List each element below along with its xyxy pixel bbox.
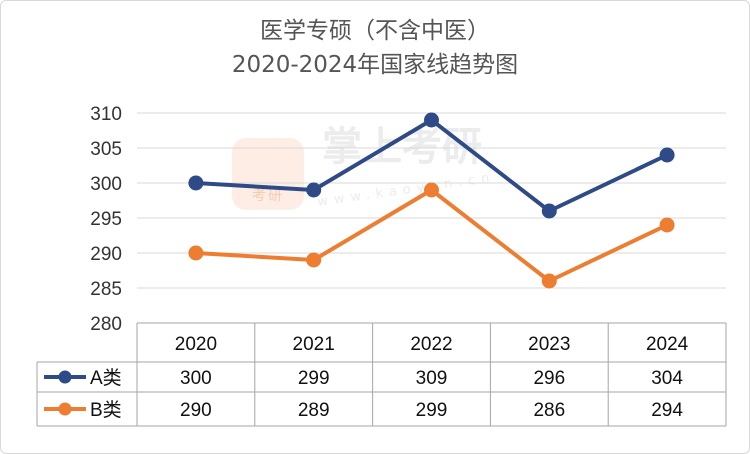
data-point-2 bbox=[541, 273, 557, 289]
x-category-label: 2024 bbox=[646, 334, 689, 355]
table-cell-value: 299 bbox=[298, 368, 330, 389]
chart-title-line1: 医学专硕（不含中医） bbox=[260, 18, 490, 44]
watermark: 考研 掌上考研 www.kaoyan.cn bbox=[232, 124, 496, 210]
y-tick-label: 295 bbox=[90, 209, 122, 230]
table-cell-value: 296 bbox=[533, 368, 565, 389]
data-point-2 bbox=[306, 252, 322, 268]
watermark-text: 掌上考研 bbox=[322, 124, 482, 170]
data-point-2 bbox=[659, 217, 675, 233]
watermark-badge-text: 考研 bbox=[252, 188, 284, 204]
legend-marker-1 bbox=[58, 370, 72, 384]
y-tick-label: 310 bbox=[90, 104, 122, 125]
x-category-label: 2020 bbox=[175, 334, 217, 355]
legend-label-1: A类 bbox=[90, 367, 122, 389]
table-cell-value: 286 bbox=[533, 400, 565, 421]
y-tick-label: 290 bbox=[90, 244, 122, 265]
data-point-1 bbox=[188, 175, 204, 191]
data-point-1 bbox=[659, 147, 675, 163]
y-tick-label: 280 bbox=[90, 314, 122, 335]
data-point-1 bbox=[424, 112, 439, 128]
table-cell-value: 299 bbox=[416, 400, 448, 421]
chart-title-line2: 2020-2024年国家线趋势图 bbox=[232, 52, 518, 78]
table-cell-value: 309 bbox=[416, 368, 448, 389]
y-tick-label: 305 bbox=[90, 139, 122, 160]
data-point-2 bbox=[424, 182, 439, 198]
table-cell-value: 300 bbox=[180, 368, 212, 389]
table-cell-value: 294 bbox=[651, 400, 683, 421]
data-point-2 bbox=[188, 245, 204, 261]
y-tick-label: 285 bbox=[90, 279, 122, 300]
y-tick-label: 300 bbox=[90, 174, 122, 195]
data-point-1 bbox=[541, 203, 557, 219]
x-category-label: 2022 bbox=[410, 334, 452, 355]
data-table: 2020 2021 2022 2023 2024 A类 300 299 309 296 304 B类 2… bbox=[36, 322, 727, 427]
table-cell-value: 289 bbox=[298, 400, 330, 421]
watermark-badge bbox=[232, 138, 304, 210]
data-point-1 bbox=[306, 182, 322, 198]
series-group bbox=[188, 112, 675, 289]
legend-label-2: B类 bbox=[90, 399, 122, 421]
table-cell-value: 304 bbox=[651, 368, 683, 389]
x-category-label: 2021 bbox=[293, 334, 335, 355]
y-axis-ticks: 280 285 290 295 300 305 310 bbox=[90, 104, 122, 335]
legend-marker-2 bbox=[58, 402, 72, 416]
table-cell-value: 290 bbox=[180, 400, 212, 421]
x-category-label: 2023 bbox=[528, 334, 570, 355]
